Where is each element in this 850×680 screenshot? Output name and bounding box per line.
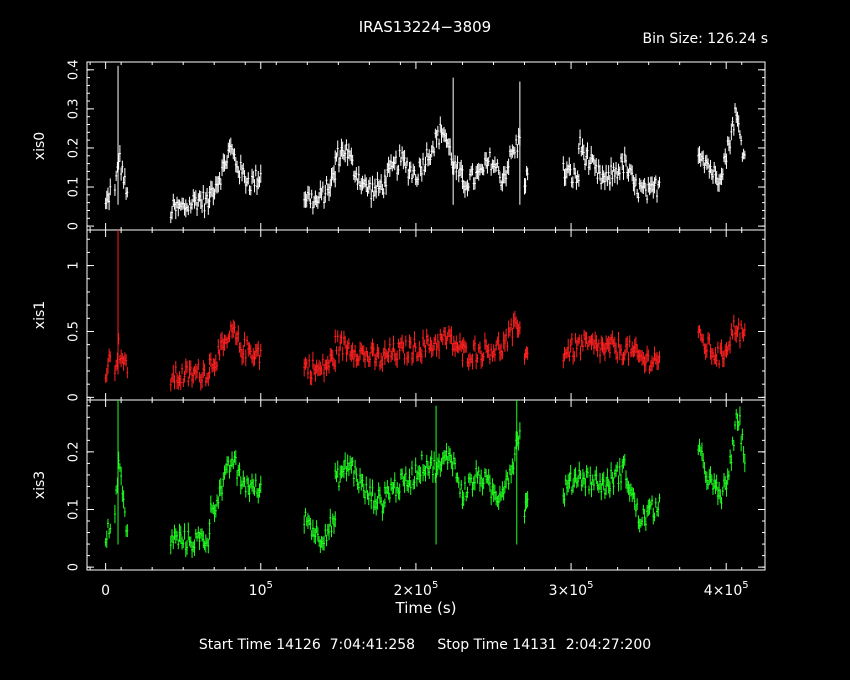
chart-title: IRAS13224−3809 (358, 18, 492, 36)
y-tick-label-xis0: 0 (67, 222, 82, 230)
y-tick-label-xis3: 0.1 (67, 499, 82, 520)
panel-frame-xis1 (86, 229, 766, 401)
x-tick-label: 2×105 (394, 580, 439, 599)
y-tick-label-xis0: 0.1 (67, 177, 82, 198)
panel-frame-xis0 (86, 61, 766, 231)
series-xis0 (104, 65, 746, 224)
y-tick-label-xis1: 1 (67, 261, 82, 269)
panel-label-xis1: xis1 (32, 301, 48, 329)
time-range: Start Time 14126 7:04:41:258 Stop Time 1… (0, 637, 850, 653)
series-xis3 (104, 400, 746, 558)
x-tick-label: 0 (101, 583, 110, 599)
x-axis-label: Time (s) (395, 599, 457, 617)
x-tick-label: 3×105 (549, 580, 594, 599)
panel-label-xis3: xis3 (32, 471, 48, 499)
y-tick-label-xis0: 0.2 (67, 138, 82, 159)
start-time: Start Time 14126 7:04:41:258 (198, 637, 416, 653)
stop-time: Stop Time 14131 2:04:27:200 (437, 637, 652, 653)
x-tick-label: 4×105 (704, 580, 749, 599)
series-xis1 (104, 230, 746, 392)
y-tick-label-xis3: 0.2 (67, 442, 82, 463)
panel-label-xis0: xis0 (32, 132, 48, 160)
y-tick-label-xis1: 0 (67, 393, 82, 401)
bin-size-label: Bin Size: 126.24 s (642, 31, 768, 47)
y-tick-label-xis1: 0.5 (67, 321, 82, 342)
panel-frame-xis3 (86, 399, 766, 571)
x-tick-label: 105 (249, 580, 273, 599)
y-tick-label-xis3: 0 (67, 563, 82, 571)
y-tick-label-xis0: 0.3 (67, 99, 82, 120)
y-tick-label-xis0: 0.4 (67, 59, 82, 80)
